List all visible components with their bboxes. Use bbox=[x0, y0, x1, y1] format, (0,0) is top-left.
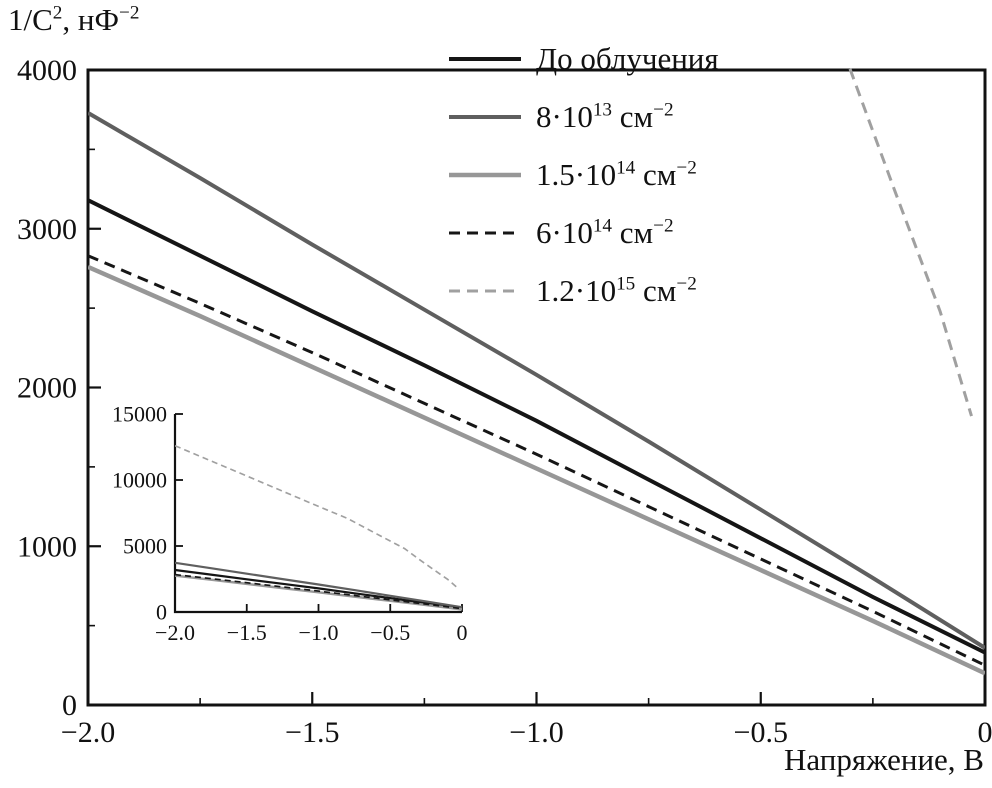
series-line-dose-1.5e14-main bbox=[88, 264, 985, 676]
legend-item-dose-8e13: 8·1013 см−2 bbox=[448, 88, 719, 146]
legend-item-dose-6e14: 6·1014 см−2 bbox=[448, 204, 719, 262]
plot-frame-inset bbox=[173, 414, 462, 614]
legend-label-dose-1.2e15: 1.2·1015 см−2 bbox=[536, 273, 697, 308]
series-line-pre-irradiation-inset bbox=[175, 568, 462, 609]
series-line-dose-8e13-inset bbox=[175, 561, 462, 609]
legend-label-pre-irradiation: До облучения bbox=[536, 41, 719, 76]
y-tick-label: 0 bbox=[156, 599, 167, 624]
x-tick-label: −2.0 bbox=[155, 620, 195, 645]
plot-area-main: −2.0 −1.5 −1.0 −0.5 0 0 1000 2000 3000 4000 bbox=[17, 54, 992, 749]
x-tick-label: 0 bbox=[978, 716, 992, 749]
legend-line-sample-icon bbox=[449, 289, 521, 293]
series-line-dose-1.2e15-main bbox=[848, 68, 973, 417]
legend-label-dose-8e13: 8·1013 см−2 bbox=[536, 99, 674, 134]
x-tick-label: −0.5 bbox=[370, 620, 410, 645]
y-tick-label: 2000 bbox=[17, 372, 77, 405]
x-tick-label: −2.0 bbox=[61, 716, 115, 749]
plot-area-inset: −2.0 −1.5 −1.0 −0.5 0 0 5000 10000 15000 bbox=[112, 401, 468, 645]
legend-item-dose-1.2e15: 1.2·1015 см−2 bbox=[448, 262, 719, 320]
series-line-pre-irradiation-main bbox=[88, 198, 985, 655]
series-line-dose-6e14-inset bbox=[175, 573, 462, 610]
series-line-dose-8e13-main bbox=[88, 111, 985, 650]
y-axis-title: 1/C2, нФ−2 bbox=[8, 2, 140, 37]
series-line-dose-1.2e15-inset bbox=[175, 444, 459, 589]
y-tick-label: 1000 bbox=[17, 530, 77, 563]
legend-item-pre-irradiation: До облучения bbox=[448, 30, 719, 88]
series-line-dose-6e14-main bbox=[88, 254, 985, 667]
legend-label-dose-1.5e14: 1.5·1014 см−2 bbox=[536, 157, 697, 192]
series-line-dose-1.5e14-inset bbox=[175, 574, 462, 611]
x-tick-label: −1.5 bbox=[227, 620, 267, 645]
x-tick-label: −1.0 bbox=[509, 716, 563, 749]
legend-label-dose-6e14: 6·1014 см−2 bbox=[536, 215, 674, 250]
x-tick-label: −0.5 bbox=[734, 716, 788, 749]
legend-line-sample-icon bbox=[449, 115, 521, 119]
y-tick-label: 15000 bbox=[112, 401, 167, 426]
y-tick-label: 0 bbox=[62, 689, 77, 722]
y-tick-label: 3000 bbox=[17, 213, 77, 246]
x-tick-label: 0 bbox=[457, 620, 468, 645]
y-tick-label: 5000 bbox=[123, 533, 167, 558]
x-tick-label: −1.5 bbox=[285, 716, 339, 749]
legend-item-dose-1.5e14: 1.5·1014 см−2 bbox=[448, 146, 719, 204]
x-tick-label: −1.0 bbox=[299, 620, 339, 645]
x-axis-title: Напряжение, В bbox=[784, 742, 984, 777]
legend-line-sample-icon bbox=[449, 57, 521, 61]
y-tick-label: 10000 bbox=[112, 467, 167, 492]
legend: До облучения 8·1013 см−2 1.5·1014 см−2 6·10… bbox=[448, 30, 719, 320]
legend-line-sample-icon bbox=[449, 231, 521, 235]
legend-line-sample-icon bbox=[449, 172, 521, 178]
y-tick-label: 4000 bbox=[17, 54, 77, 87]
